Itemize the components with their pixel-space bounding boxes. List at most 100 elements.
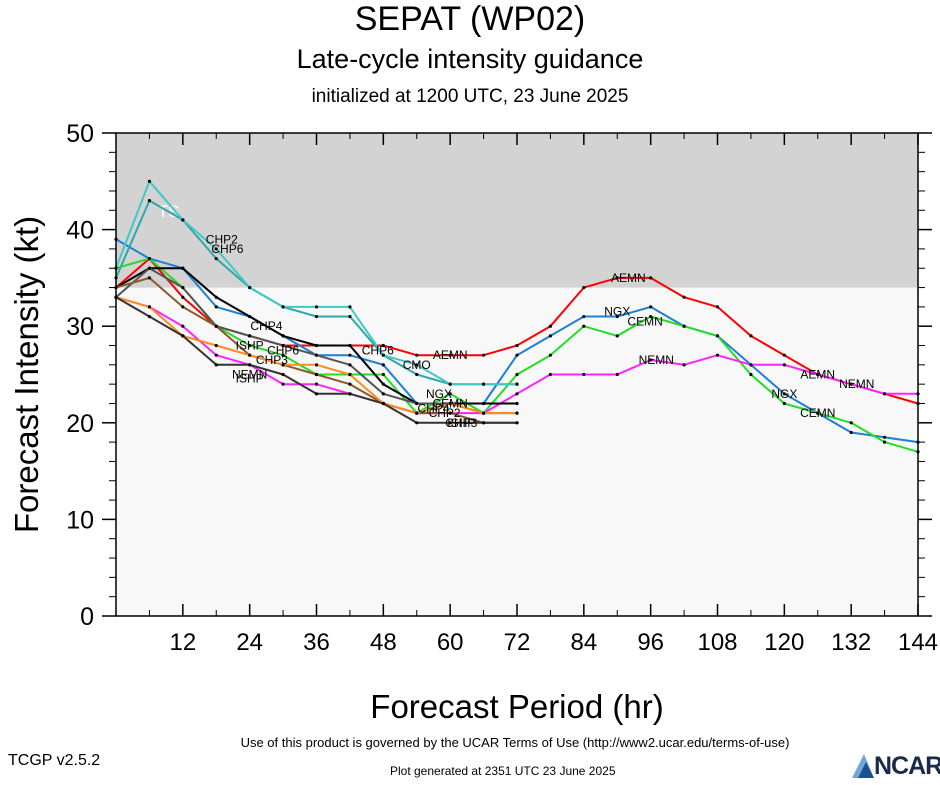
data-point-ngx bbox=[214, 305, 218, 309]
data-point-aemn bbox=[682, 295, 686, 299]
data-point-cemn bbox=[715, 334, 720, 338]
data-point-aemn bbox=[181, 295, 185, 299]
initialization-time: initialized at 1200 UTC, 23 June 2025 bbox=[311, 86, 629, 107]
data-point-chp4 bbox=[381, 392, 385, 396]
data-point-chp2 bbox=[147, 305, 152, 309]
data-point-dshp bbox=[481, 382, 486, 386]
data-point-chp2 bbox=[515, 411, 519, 415]
data-point-ngx bbox=[882, 435, 887, 439]
y-axis-label: Forecast Intensity (kt) bbox=[8, 216, 45, 533]
data-point-aemn bbox=[481, 353, 486, 357]
data-point-dshp bbox=[281, 305, 285, 309]
data-point-dshp bbox=[147, 179, 152, 183]
data-point-chp6 bbox=[214, 256, 218, 261]
x-tick-label: 48 bbox=[370, 629, 397, 656]
series-label-nemn: NEMN bbox=[232, 368, 267, 382]
data-point-cmo bbox=[348, 343, 352, 348]
series-label-chp4: CHP4 bbox=[417, 401, 449, 415]
data-point-cemn bbox=[682, 324, 686, 328]
data-point-ishp bbox=[515, 421, 519, 425]
data-point-cemn bbox=[849, 421, 853, 425]
data-point-ngx bbox=[548, 334, 553, 338]
data-point-nemn bbox=[281, 382, 285, 386]
data-point-ishp bbox=[481, 421, 486, 425]
data-point-dshp bbox=[515, 382, 519, 386]
data-point-nemn bbox=[682, 363, 686, 367]
data-point-chp4 bbox=[348, 363, 352, 367]
data-point-ngx bbox=[348, 353, 352, 357]
data-point-nemn bbox=[548, 372, 553, 377]
ncar-logo-text: NCAR bbox=[874, 752, 940, 780]
data-point-ngx bbox=[849, 430, 853, 435]
series-label-aemn: AEMN bbox=[611, 271, 646, 285]
data-point-chp4 bbox=[181, 285, 185, 290]
data-point-cemn bbox=[749, 372, 753, 377]
data-point-cmo bbox=[248, 314, 252, 319]
data-point-chp2 bbox=[448, 401, 452, 406]
x-tick-label: 60 bbox=[437, 629, 464, 656]
data-point-cemn bbox=[615, 334, 619, 338]
x-tick-label: 120 bbox=[764, 629, 804, 656]
data-point-dshp bbox=[214, 247, 218, 251]
series-label-ngx: NGX bbox=[771, 387, 797, 401]
data-point-chp6 bbox=[314, 314, 319, 319]
series-label-aemn: AEMN bbox=[800, 368, 835, 382]
data-point-chp2 bbox=[314, 363, 319, 367]
y-tick-label: 10 bbox=[66, 506, 94, 534]
data-point-cmo bbox=[181, 266, 185, 270]
data-point-cemn bbox=[816, 411, 820, 415]
data-point-nemn bbox=[314, 382, 319, 386]
data-point-ishp bbox=[381, 401, 385, 406]
series-label-aemn: AEMN bbox=[433, 348, 468, 362]
data-point-nemn bbox=[715, 353, 720, 357]
series-layer bbox=[114, 179, 920, 454]
data-point-ngx bbox=[381, 363, 385, 367]
series-label-ishp: ISHP bbox=[236, 371, 264, 385]
data-point-chp2 bbox=[348, 372, 352, 377]
chart-title: SEPAT (WP02) bbox=[354, 0, 586, 38]
data-point-dshp bbox=[181, 218, 185, 222]
data-point-aemn bbox=[615, 276, 619, 280]
data-point-ngx bbox=[615, 314, 619, 319]
data-point-dshp bbox=[348, 305, 352, 309]
data-point-cmo bbox=[281, 334, 285, 338]
software-version: TCGP v2.5.2 bbox=[8, 752, 101, 769]
data-point-chp2 bbox=[415, 411, 419, 415]
data-point-dshp bbox=[381, 353, 385, 357]
data-point-chp4 bbox=[281, 343, 285, 348]
data-point-aemn bbox=[582, 285, 586, 290]
data-point-aemn bbox=[715, 305, 720, 309]
x-tick-label: 36 bbox=[303, 629, 330, 656]
data-point-cemn bbox=[448, 392, 452, 396]
y-tick-label: 50 bbox=[66, 120, 94, 148]
data-point-ishp bbox=[181, 334, 185, 338]
data-point-nemn bbox=[181, 324, 185, 328]
data-point-cemn bbox=[248, 343, 252, 348]
data-point-dshp bbox=[314, 305, 319, 309]
data-point-nemn bbox=[816, 372, 820, 377]
data-point-cmo bbox=[314, 343, 319, 348]
data-point-chp3 bbox=[448, 411, 452, 415]
data-point-nemn bbox=[749, 363, 753, 367]
data-point-chp6 bbox=[147, 199, 152, 203]
data-point-cemn bbox=[548, 353, 553, 357]
data-point-aemn bbox=[548, 324, 553, 328]
data-point-chp6 bbox=[348, 314, 352, 319]
data-point-nemn bbox=[515, 392, 519, 396]
data-point-cmo bbox=[214, 295, 218, 299]
x-tick-label: 72 bbox=[504, 629, 531, 656]
series-label-ngx: NGX bbox=[426, 387, 452, 401]
y-axis: 0 10 20 30 40 50 bbox=[66, 120, 932, 631]
data-point-cmo bbox=[481, 401, 486, 406]
data-point-ngx bbox=[782, 392, 786, 396]
series-label-chp3: CHP3 bbox=[256, 353, 288, 367]
data-point-chp3 bbox=[181, 305, 185, 309]
data-point-cemn bbox=[515, 372, 519, 377]
series-label-cmo: CMO bbox=[403, 358, 431, 372]
x-tick-label: 132 bbox=[831, 629, 871, 656]
data-point-ishp bbox=[281, 372, 285, 377]
data-point-chp6 bbox=[415, 372, 419, 377]
data-point-nemn bbox=[615, 372, 619, 377]
series-label-chp6: CHP6 bbox=[267, 343, 299, 357]
series-label-nemn: NEMN bbox=[639, 353, 674, 367]
